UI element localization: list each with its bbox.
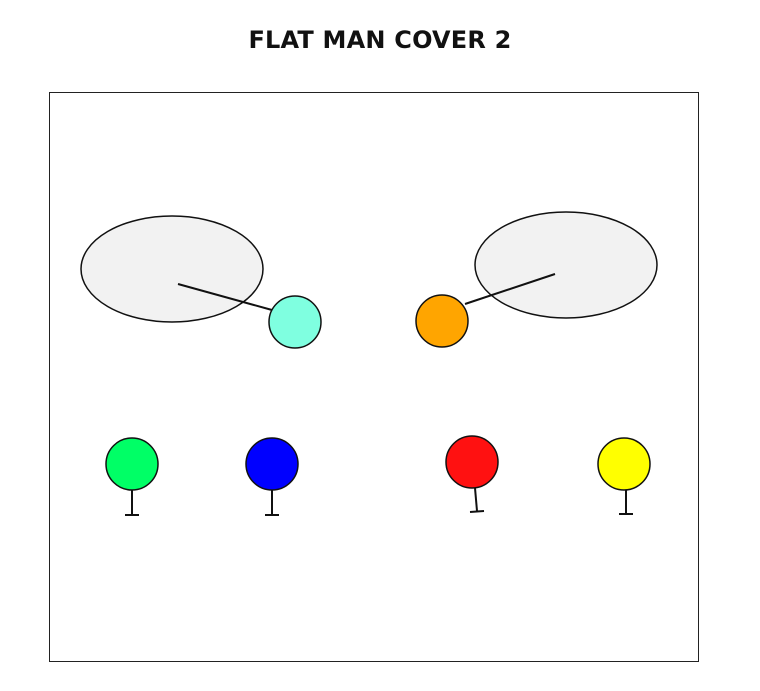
right-zone-assignment-line — [464, 273, 556, 305]
red-player-stem — [474, 487, 478, 512]
left-flat-zone — [80, 215, 264, 323]
right-flat-zone — [474, 211, 658, 319]
page-title: FLAT MAN COVER 2 — [248, 26, 512, 54]
red-player[interactable] — [445, 435, 499, 489]
right-flat-defender[interactable] — [415, 294, 469, 348]
red-player-bar — [469, 510, 485, 513]
yellow-player[interactable] — [597, 437, 651, 491]
left-zone-assignment-line — [177, 283, 273, 311]
blue-player[interactable] — [245, 437, 299, 491]
left-flat-defender[interactable] — [268, 295, 322, 349]
green-player[interactable] — [105, 437, 159, 491]
yellow-player-group[interactable] — [597, 437, 651, 515]
green-player-group[interactable] — [105, 437, 159, 516]
red-player-group[interactable] — [445, 435, 499, 513]
play-field — [49, 92, 699, 662]
blue-player-group[interactable] — [245, 437, 299, 516]
